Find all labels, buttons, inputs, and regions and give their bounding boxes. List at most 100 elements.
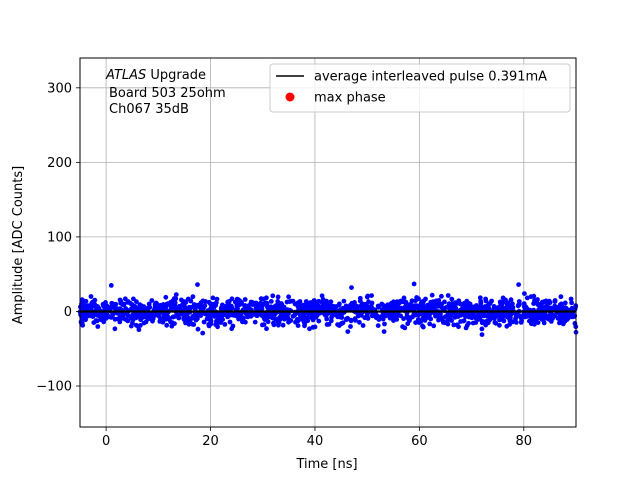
- scatter-point: [562, 315, 568, 321]
- scatter-point: [320, 297, 326, 302]
- scatter-point: [268, 299, 274, 304]
- scatter-point: [413, 311, 419, 317]
- scatter-point: [423, 296, 428, 302]
- scatter-point: [317, 305, 323, 311]
- scatter-point: [220, 302, 225, 308]
- scatter-point: [226, 299, 232, 304]
- scatter-point: [461, 318, 467, 324]
- scatter-point: [552, 299, 558, 304]
- scatter-point: [147, 305, 153, 310]
- scatter-point: [531, 293, 537, 299]
- scatter-point: [477, 295, 483, 301]
- scatter-point: [407, 304, 413, 309]
- scatter-point: [488, 313, 493, 319]
- scatter-point: [478, 300, 484, 306]
- scatter-point: [270, 293, 276, 299]
- scatter-point: [224, 312, 229, 318]
- scatter-point: [381, 329, 387, 334]
- scatter-point: [190, 321, 195, 327]
- scatter-point: [545, 304, 551, 310]
- scatter-point: [552, 313, 557, 318]
- scatter-point: [270, 315, 276, 321]
- scatter-point: [188, 298, 194, 304]
- scatter-point: [91, 320, 97, 325]
- scatter-point: [522, 291, 527, 296]
- scatter-point: [559, 304, 565, 309]
- scatter-point: [149, 298, 155, 303]
- scatter-points: [77, 281, 579, 337]
- scatter-point: [463, 313, 468, 319]
- scatter-point: [401, 295, 407, 301]
- scatter-point: [288, 298, 294, 304]
- scatter-point: [516, 282, 521, 287]
- scatter-point: [190, 294, 196, 300]
- scatter-point: [492, 320, 498, 325]
- scatter-point: [218, 320, 224, 325]
- scatter-point: [200, 330, 206, 336]
- scatter-point: [413, 320, 418, 325]
- scatter-point: [427, 321, 433, 327]
- scatter-point: [324, 322, 330, 327]
- scatter-point: [215, 324, 221, 330]
- scatter-point: [161, 312, 167, 318]
- scatter-point: [369, 313, 375, 319]
- scatter-point: [202, 303, 208, 309]
- y-tick-label: 0: [64, 305, 72, 320]
- scatter-point: [568, 296, 574, 302]
- scatter-point: [183, 300, 189, 305]
- scatter-point: [402, 325, 408, 331]
- scatter-point: [242, 297, 248, 302]
- annotation: ATLAS Upgrade Board 503 25ohm Ch067 35dB: [105, 68, 226, 117]
- scatter-point: [168, 305, 174, 311]
- scatter-point: [279, 315, 285, 321]
- scatter-point: [166, 315, 172, 321]
- scatter-point: [382, 321, 387, 327]
- scatter-point: [131, 296, 136, 302]
- scatter-point: [409, 298, 415, 304]
- scatter-point: [137, 302, 143, 308]
- scatter-point: [164, 322, 170, 328]
- scatter-point: [210, 301, 216, 307]
- scatter-point: [483, 322, 489, 328]
- x-tick-label: 60: [411, 434, 428, 449]
- scatter-point: [348, 324, 353, 329]
- scatter-point: [246, 303, 252, 309]
- scatter-point: [415, 317, 421, 322]
- scatter-point: [456, 324, 461, 330]
- scatter-point: [422, 316, 427, 322]
- scatter-point: [295, 323, 301, 328]
- x-tick-label: 80: [516, 434, 533, 449]
- scatter-point: [250, 301, 256, 307]
- scatter-point: [469, 315, 475, 321]
- scatter-point: [85, 303, 91, 308]
- scatter-point: [141, 320, 147, 326]
- scatter-point: [407, 316, 413, 321]
- scatter-point: [518, 320, 524, 325]
- scatter-point: [508, 312, 514, 318]
- scatter-point: [89, 302, 95, 307]
- scatter-point: [235, 297, 241, 302]
- scatter-point: [440, 306, 445, 311]
- y-tick-label: 200: [47, 156, 72, 171]
- scatter-point: [206, 322, 212, 327]
- scatter-point: [541, 320, 547, 326]
- scatter-point: [265, 304, 270, 310]
- scatter-point: [428, 299, 434, 305]
- scatter-point: [505, 304, 511, 309]
- scatter-point: [364, 294, 370, 300]
- scatter-point: [208, 318, 214, 324]
- scatter-point: [105, 304, 111, 310]
- scatter-point: [451, 322, 457, 328]
- scatter-point: [298, 316, 304, 322]
- scatter-point: [539, 304, 545, 310]
- scatter-point: [375, 323, 381, 328]
- scatter-point: [101, 313, 106, 319]
- legend: average interleaved pulse 0.391mA max ph…: [269, 63, 571, 113]
- scatter-point: [302, 323, 307, 329]
- scatter-point: [275, 299, 281, 304]
- scatter-point: [252, 319, 258, 325]
- legend-label-max-phase: max phase: [314, 91, 386, 106]
- scatter-point: [431, 323, 437, 329]
- scatter-point: [125, 318, 131, 324]
- scatter-point: [349, 285, 354, 290]
